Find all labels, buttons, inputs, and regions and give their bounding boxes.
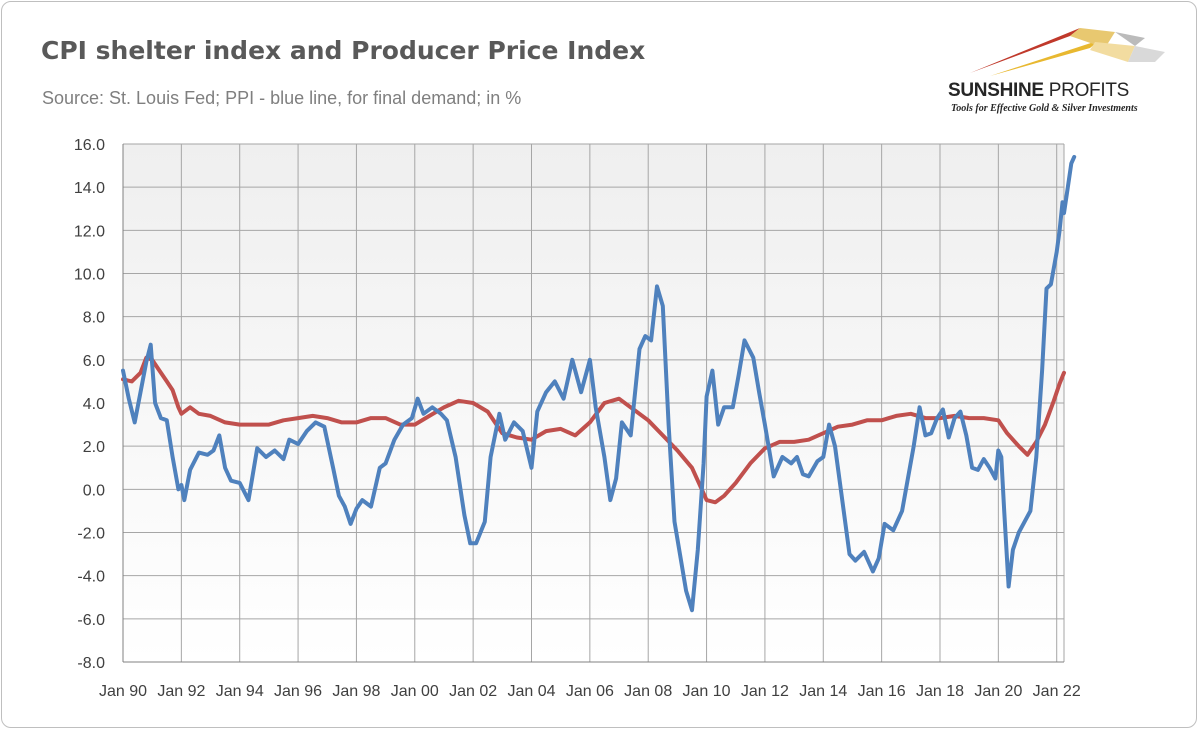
y-tick-label: -4.0: [77, 569, 105, 586]
series-line-cpi-shelter: [121, 355, 1066, 505]
y-tick-label: 2.0: [83, 439, 105, 456]
logo-name-part2: PROFITS: [1048, 80, 1130, 101]
x-tick-label: Jan 04: [507, 683, 555, 700]
y-tick-label: 4.0: [83, 396, 105, 413]
y-tick-label: 8.0: [83, 310, 105, 327]
x-tick-label: Jan 16: [858, 683, 906, 700]
x-tick-label: Jan 20: [974, 683, 1022, 700]
x-tick-label: Jan 12: [741, 683, 789, 700]
x-tick-label: Jan 98: [332, 683, 380, 700]
y-tick-label: 0.0: [83, 482, 105, 499]
x-tick-label: Jan 10: [683, 683, 731, 700]
y-tick-label: 12.0: [74, 223, 105, 240]
sunshine-profits-logo-icon: [970, 28, 1165, 76]
logo-wordmark: SUNSHINE PROFITS: [948, 80, 1178, 102]
chart-title: CPI shelter index and Producer Price Ind…: [41, 36, 646, 65]
x-tick-label: Jan 00: [391, 683, 439, 700]
x-tick-label: Jan 22: [1033, 683, 1081, 700]
y-tick-label: -6.0: [77, 612, 105, 629]
x-tick-label: Jan 94: [216, 683, 264, 700]
x-tick-label: Jan 92: [157, 683, 205, 700]
x-tick-label: Jan 18: [916, 683, 964, 700]
x-tick-label: Jan 06: [566, 683, 614, 700]
logo-tagline: Tools for Effective Gold & Silver Invest…: [951, 103, 1138, 114]
x-tick-label: Jan 90: [99, 683, 147, 700]
y-tick-label: 10.0: [74, 267, 105, 284]
y-tick-label: -2.0: [77, 526, 105, 543]
series-line-ppi: [121, 154, 1077, 613]
y-tick-label: 16.0: [74, 137, 105, 154]
logo-name-part1: SUNSHINE: [948, 80, 1044, 101]
x-tick-label: Jan 14: [799, 683, 847, 700]
x-tick-label: Jan 02: [449, 683, 497, 700]
y-tick-label: 6.0: [83, 353, 105, 370]
y-tick-label: 14.0: [74, 180, 105, 197]
x-tick-label: Jan 96: [274, 683, 322, 700]
y-tick-label: -8.0: [77, 655, 105, 672]
x-tick-label: Jan 08: [624, 683, 672, 700]
chart-subtitle: Source: St. Louis Fed; PPI - blue line, …: [42, 88, 522, 108]
